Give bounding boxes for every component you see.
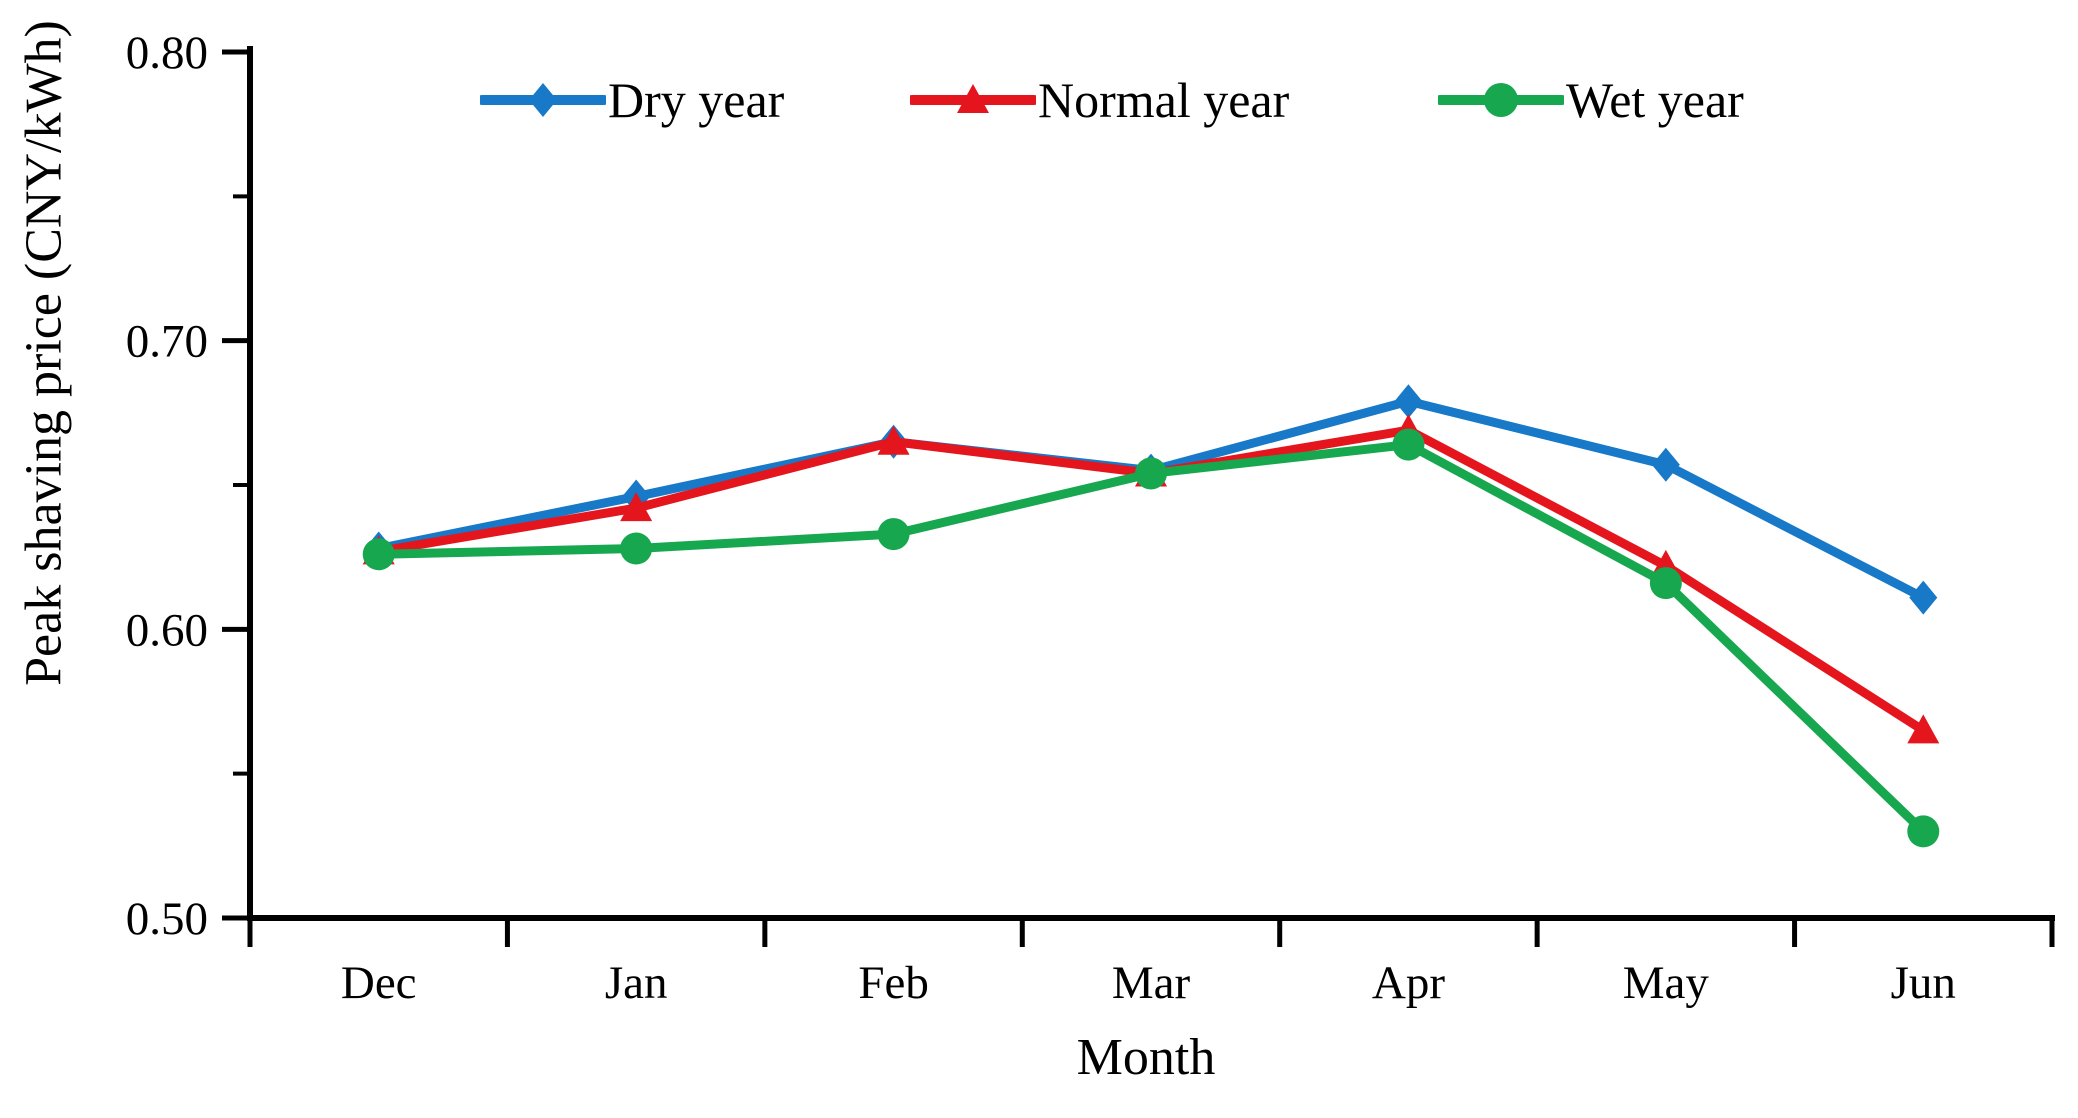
x-tick-label: Apr <box>1372 957 1445 1009</box>
data-point-diamond-icon <box>1651 447 1680 482</box>
x-tick-label: May <box>1623 957 1710 1009</box>
legend-label: Dry year <box>608 72 785 128</box>
y-tick-label: 0.80 <box>126 27 208 79</box>
x-axis-title: Month <box>1076 1029 1216 1086</box>
data-point-triangle-icon <box>620 492 653 522</box>
data-point-triangle-icon <box>877 425 910 455</box>
data-point-circle-icon <box>1135 457 1167 490</box>
triangle-icon <box>957 84 989 113</box>
data-point-diamond-icon <box>1909 580 1938 615</box>
legend: Dry year Normal year Wet year <box>0 58 2078 148</box>
data-point-diamond-icon <box>1394 384 1423 419</box>
data-point-circle-icon <box>362 538 395 571</box>
legend-item: Dry year <box>480 58 784 142</box>
x-tick-label: Feb <box>858 957 929 1009</box>
legend-item: Wet year <box>1438 58 1744 142</box>
data-point-circle-icon <box>1649 567 1682 600</box>
legend-label: Wet year <box>1566 72 1744 128</box>
data-point-circle-icon <box>1907 815 1940 848</box>
data-point-triangle-icon <box>1907 714 1940 744</box>
data-point-circle-icon <box>877 518 910 551</box>
data-point-circle-icon <box>620 532 653 565</box>
data-point-circle-icon <box>1392 428 1425 461</box>
legend-marker-circle-icon <box>1438 83 1564 117</box>
diamond-icon <box>529 83 557 117</box>
x-tick-label: Jun <box>1891 957 1956 1009</box>
legend-marker-diamond-icon <box>480 83 606 117</box>
circle-icon <box>1484 83 1518 117</box>
x-tick-label: Mar <box>1112 957 1191 1009</box>
x-tick-label: Dec <box>341 957 417 1009</box>
legend-label: Normal year <box>1038 72 1290 128</box>
legend-marker-triangle-icon <box>910 84 1036 113</box>
y-tick-label: 0.70 <box>126 316 208 368</box>
y-tick-label: 0.60 <box>126 604 208 656</box>
legend-item: Normal year <box>910 58 1289 142</box>
y-tick-label: 0.50 <box>126 893 208 945</box>
x-tick-label: Jan <box>605 957 668 1009</box>
series-line-diamond <box>374 396 1928 603</box>
